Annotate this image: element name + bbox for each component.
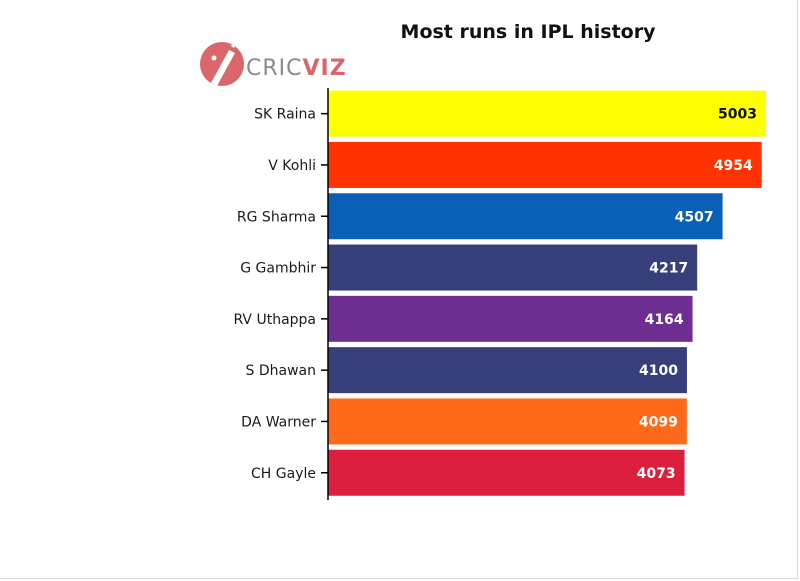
value-label: 4954 (714, 158, 753, 174)
y-axis-ticks (321, 112, 328, 474)
cricket-bat-icon (200, 38, 244, 86)
bar-rg-sharma (328, 193, 723, 240)
bar-s-dhawan (328, 347, 687, 394)
value-label: 4217 (649, 261, 688, 277)
chart-title: Most runs in IPL history (401, 21, 657, 43)
category-label: G Gambhir (240, 261, 316, 277)
value-label: 4164 (645, 312, 684, 328)
value-label: 4099 (639, 414, 678, 430)
category-label: RG Sharma (237, 209, 316, 225)
bar-g-gambhir (328, 244, 698, 291)
cricviz-logo: CRICVIZ (200, 38, 347, 86)
value-labels: 5003 4954 4507 4217 4164 4100 4099 4073 (637, 107, 757, 482)
value-label: 5003 (718, 107, 757, 123)
bar-v-kohli (328, 141, 762, 188)
value-label: 4100 (639, 363, 678, 379)
bar-ch-gayle (328, 449, 685, 496)
category-label: CH Gayle (251, 466, 316, 482)
category-labels: SK Raina V Kohli RG Sharma G Gambhir RV Utha… (233, 107, 316, 482)
category-label: S Dhawan (246, 363, 316, 379)
category-label: SK Raina (254, 107, 316, 123)
value-label: 4073 (637, 466, 676, 482)
logo-text-viz: VIZ (303, 56, 347, 81)
bars (328, 90, 766, 496)
bar-sk-raina (328, 90, 766, 137)
category-label: V Kohli (268, 158, 316, 174)
category-label: DA Warner (241, 414, 316, 430)
bar-da-warner (328, 398, 687, 445)
svg-text:CRICVIZ: CRICVIZ (246, 56, 347, 81)
logo-text-cric: CRIC (246, 56, 303, 81)
category-label: RV Uthappa (233, 312, 316, 328)
value-label: 4507 (675, 209, 714, 225)
bar-rv-uthappa (328, 295, 693, 342)
